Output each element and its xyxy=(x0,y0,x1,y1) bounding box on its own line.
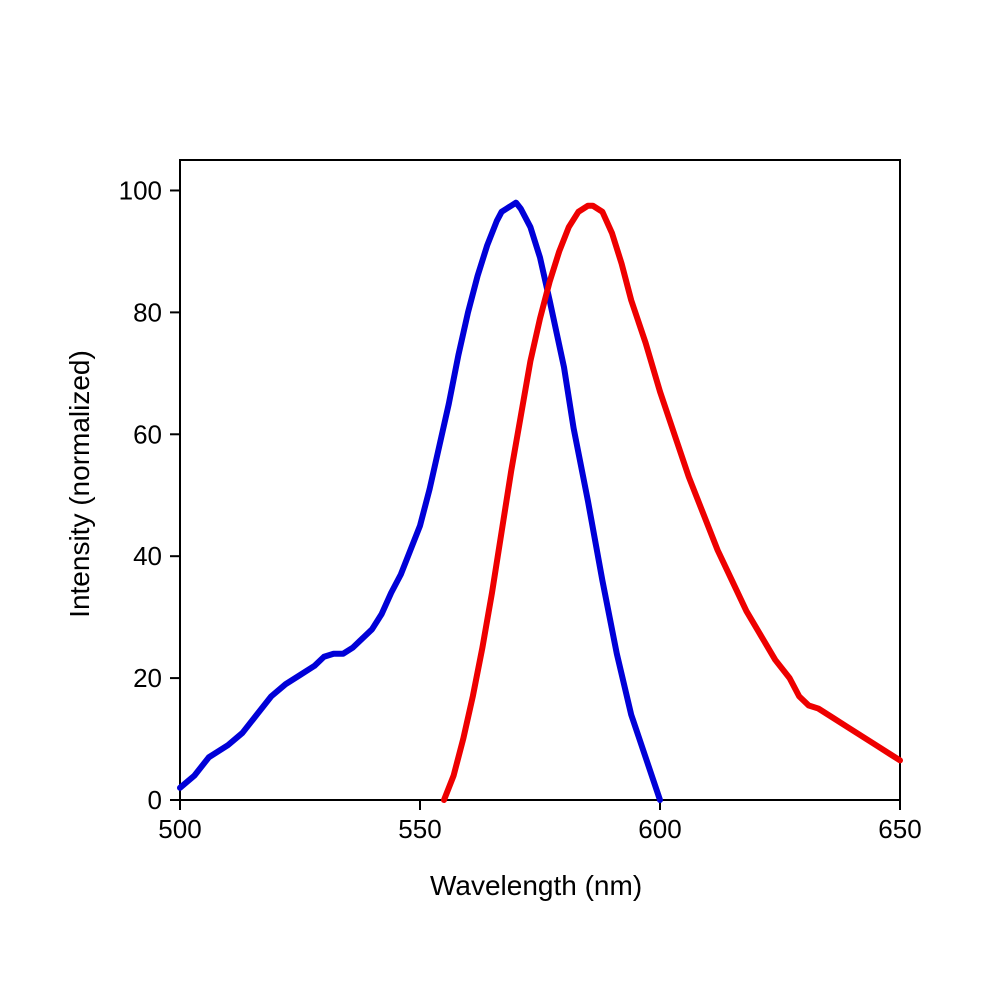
x-axis-label: Wavelength (nm) xyxy=(430,870,642,902)
red-curve xyxy=(444,206,900,800)
x-tick-label: 500 xyxy=(158,814,201,844)
y-tick-label: 20 xyxy=(133,663,162,693)
x-tick-label: 600 xyxy=(638,814,681,844)
x-tick-label: 650 xyxy=(878,814,921,844)
y-axis-label: Intensity (normalized) xyxy=(64,344,96,624)
blue-curve xyxy=(180,203,660,800)
y-tick-label: 100 xyxy=(119,175,162,205)
y-tick-label: 0 xyxy=(148,785,162,815)
y-tick-label: 80 xyxy=(133,297,162,327)
y-tick-label: 60 xyxy=(133,419,162,449)
chart-svg: 500 550 600 650 0 20 40 60 80 100 xyxy=(0,0,1000,1000)
x-tick-label: 550 xyxy=(398,814,441,844)
y-tick-label: 40 xyxy=(133,541,162,571)
spectrum-chart: 500 550 600 650 0 20 40 60 80 100 Intensity (norm… xyxy=(0,0,1000,1000)
